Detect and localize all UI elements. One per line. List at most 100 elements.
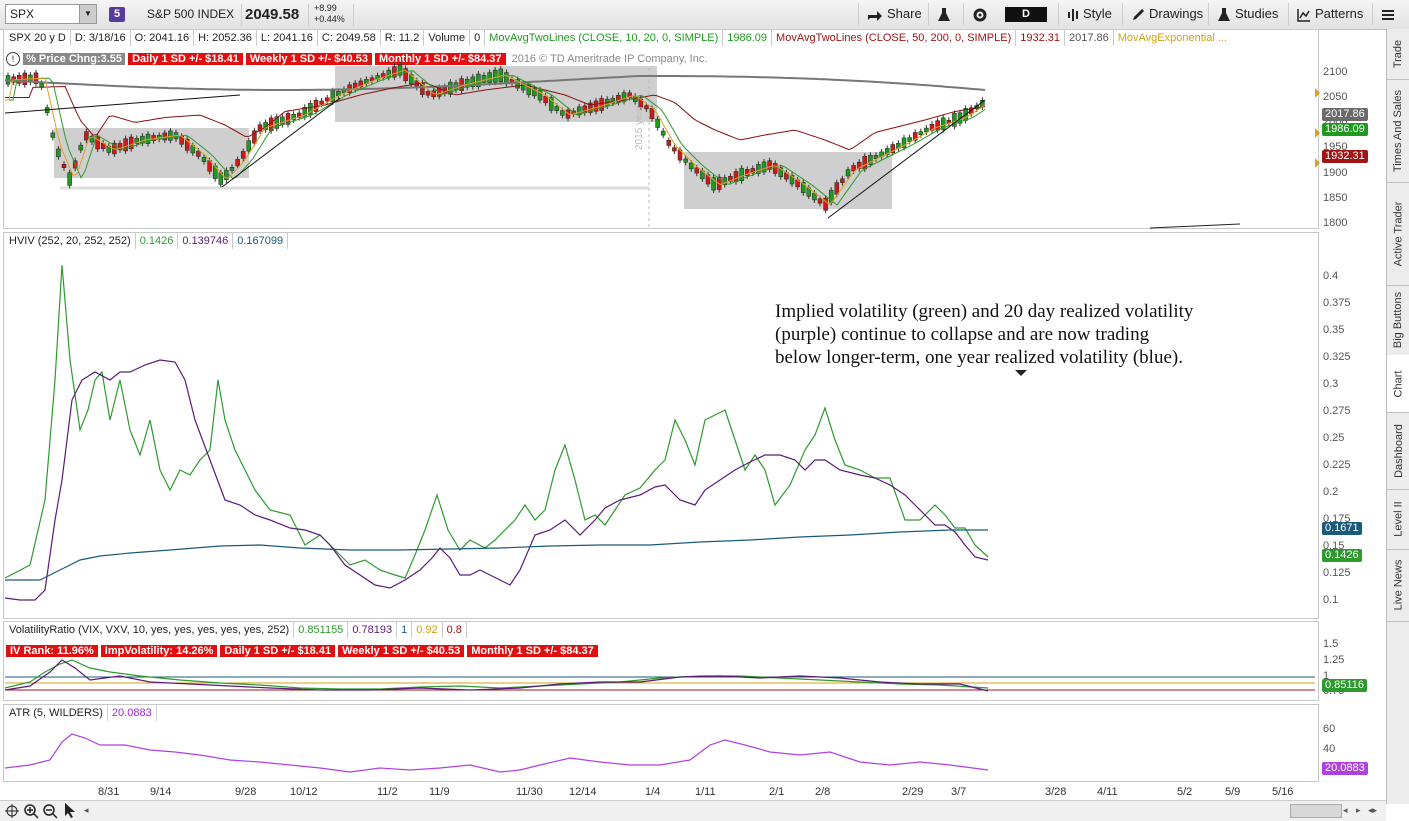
symbol-dropdown-icon[interactable]: ▼: [79, 5, 96, 23]
annotation-line-2: (purple) continue to collapse and are no…: [775, 324, 1150, 345]
annotation-arrow-icon: [1015, 370, 1027, 376]
side-tab-chart[interactable]: Chart: [1387, 355, 1409, 413]
zoom-in-icon[interactable]: [23, 803, 39, 819]
atr-line: [4, 733, 989, 773]
x-tick: 9/28: [235, 786, 257, 798]
ma10-line: [5, 69, 986, 205]
price-y-tick: 2050: [1323, 91, 1348, 103]
candle-body: [358, 80, 364, 88]
candle-body: [840, 178, 845, 183]
bar-low: L: 2041.16: [257, 30, 318, 46]
side-tab-big-buttons[interactable]: Big Buttons: [1387, 285, 1409, 356]
menu-button[interactable]: [1372, 3, 1409, 25]
share-button[interactable]: Share: [858, 3, 928, 25]
candle-body: [666, 140, 672, 146]
symbol-input[interactable]: SPX ▼: [5, 4, 97, 24]
scroll-left-icon[interactable]: ◂: [84, 805, 89, 815]
side-tab-active-trader[interactable]: Active Trader: [1387, 182, 1409, 286]
side-tab-trade[interactable]: Trade: [1387, 29, 1409, 80]
patterns-button[interactable]: Patterns: [1288, 3, 1372, 25]
x-tick: 1/4: [645, 786, 661, 798]
top-toolbar: SPX ▼ 5 S&P 500 INDEX 2049.58 +8.99 +0.44%…: [0, 0, 1409, 30]
scroll-next-icon[interactable]: ▸: [1356, 805, 1361, 815]
ma200-line: [4, 75, 986, 91]
candle-body: [128, 136, 134, 150]
side-tab-level-ii[interactable]: Level II: [1387, 489, 1409, 550]
bar-open: O: 2041.16: [131, 30, 195, 46]
volratio-v5: 0.8: [443, 622, 467, 638]
candle-body: [246, 140, 252, 152]
candle-body: [291, 114, 296, 121]
side-tab-times-and-sales[interactable]: Times And Sales: [1387, 79, 1409, 183]
settings-button[interactable]: [963, 3, 998, 25]
atr-chart[interactable]: [0, 0, 1386, 785]
expand-icon[interactable]: ◂▸: [1368, 805, 1378, 815]
candle-body: [929, 124, 935, 131]
weekly-sd-badge: Weekly 1 SD +/- $40.53: [245, 53, 372, 65]
hviv-y-tick: 0.4: [1323, 270, 1339, 282]
price-subheader: ! % Price Chng:3.55 Daily 1 SD +/- $18.4…: [6, 51, 707, 67]
ma2-value2: 2017.86: [1065, 30, 1114, 46]
iv-green-line: [4, 264, 989, 579]
candle-body: [257, 124, 263, 132]
candle-body: [296, 112, 302, 118]
side-tab-dashboard[interactable]: Dashboard: [1387, 412, 1409, 490]
candle-body: [464, 78, 470, 88]
share-icon: [868, 10, 882, 21]
drawings-button[interactable]: Drawings: [1122, 3, 1208, 25]
resistance-line: [4, 94, 241, 114]
horizontal-scrollbar[interactable]: [1290, 804, 1342, 818]
x-tick: 5/16: [1272, 786, 1294, 798]
x-tick: 9/14: [150, 786, 172, 798]
candle-body: [655, 118, 660, 128]
bar-date: D: 3/18/16: [71, 30, 131, 46]
scroll-prev-icon[interactable]: ◂: [1343, 805, 1348, 815]
candle-body: [324, 97, 330, 102]
drawings-label: Drawings: [1149, 6, 1204, 21]
atr-y-tick: 40: [1323, 743, 1336, 755]
candle-body: [134, 138, 140, 144]
period-button[interactable]: D: [1005, 7, 1047, 22]
pointer-icon[interactable]: [63, 802, 77, 818]
style-button[interactable]: Style: [1058, 3, 1122, 25]
atr-panel[interactable]: [3, 704, 1319, 782]
price-tag: 2017.86: [1322, 108, 1368, 121]
pencil-icon: [1133, 8, 1144, 20]
zoom-out-icon[interactable]: [42, 803, 58, 819]
candle-body: [890, 144, 896, 153]
candle-body: [957, 112, 963, 124]
candle-body: [868, 154, 873, 165]
info-icon[interactable]: !: [6, 52, 20, 67]
candle-body: [756, 164, 761, 174]
hviv-chart[interactable]: [0, 0, 1386, 620]
x-tick: 3/28: [1045, 786, 1067, 798]
candle-body: [873, 154, 879, 160]
flask-button[interactable]: [928, 3, 963, 25]
candle-body: [229, 167, 235, 171]
iv-tag: 0.1426: [1322, 549, 1362, 562]
style-label: Style: [1083, 6, 1112, 21]
candle-body: [912, 132, 918, 141]
candle-body: [548, 97, 554, 111]
atr-tag: 20.0883: [1322, 762, 1368, 775]
volratio-panel[interactable]: [3, 621, 1319, 701]
hviv-panel[interactable]: [3, 232, 1319, 619]
side-tab-live-news[interactable]: Live News: [1387, 549, 1409, 622]
candle-body: [67, 172, 72, 186]
candle-body: [123, 138, 128, 152]
candle-body: [285, 113, 291, 125]
hviv-hv20-value: 0.139746: [178, 233, 234, 249]
crosshair-icon[interactable]: [4, 803, 20, 819]
style-icon: [1068, 8, 1078, 21]
atr-label: ATR (5, WILDERS): [5, 705, 108, 721]
volratio-chart[interactable]: [0, 0, 1386, 702]
hviv-y-tick: 0.375: [1323, 297, 1351, 309]
symbol-text: SPX: [10, 7, 35, 21]
price-chart[interactable]: [0, 0, 1386, 232]
candle-body: [834, 182, 840, 195]
link-badge[interactable]: 5: [109, 7, 125, 22]
candle-body: [240, 151, 246, 159]
candle-body: [235, 159, 240, 167]
studies-button[interactable]: Studies: [1208, 3, 1288, 25]
candle-body: [526, 83, 532, 96]
